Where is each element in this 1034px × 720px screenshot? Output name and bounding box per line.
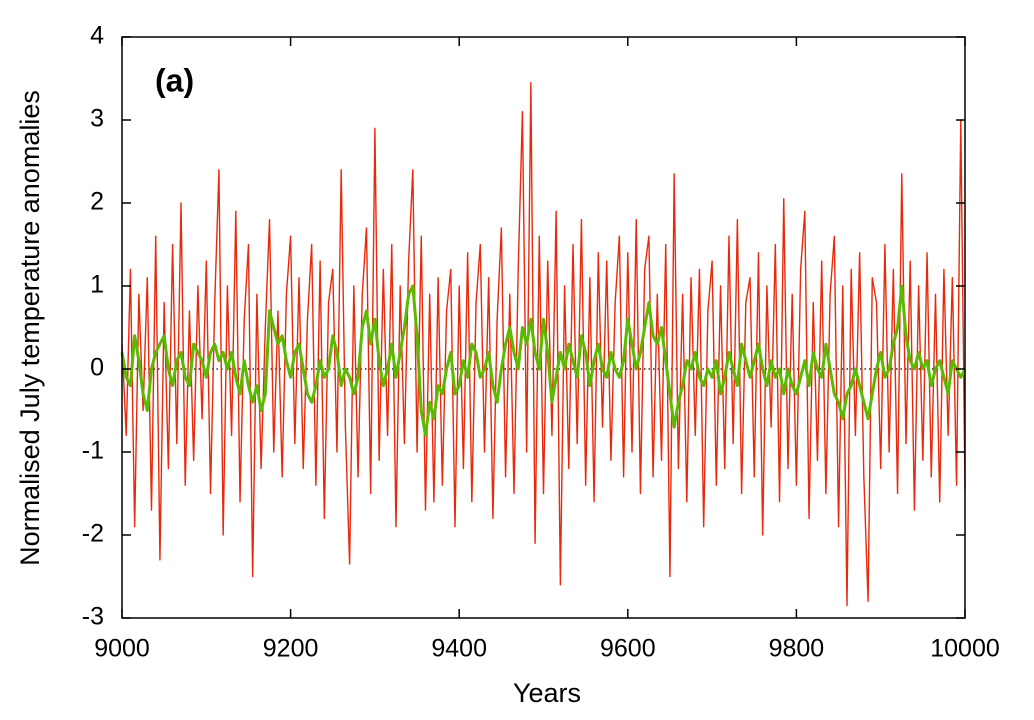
y-tick-label: -2 [82, 520, 104, 548]
y-tick-label: 0 [90, 354, 104, 382]
x-axis-label: Years [513, 678, 581, 708]
y-tick-label: -1 [82, 437, 104, 465]
data-line [120, 284, 967, 437]
x-tick-label: 9200 [263, 635, 319, 663]
x-tick-label: 10000 [930, 635, 1000, 663]
data-line [121, 81, 966, 607]
plot-frame [121, 36, 966, 619]
panel-annotation: (a) [155, 62, 194, 98]
y-axis-label: Normalised July temperature anomalies [15, 90, 45, 566]
y-tick-label: 4 [90, 22, 104, 50]
y-tick-label: 3 [90, 105, 104, 133]
x-tick-label: 9800 [769, 635, 825, 663]
y-tick-label: -3 [82, 603, 104, 631]
y-tick-label: 1 [90, 271, 104, 299]
x-tick-label: 9600 [600, 635, 656, 663]
x-tick-label: 9000 [94, 635, 150, 663]
x-tick-label: 9400 [431, 635, 487, 663]
y-tick-label: 2 [90, 188, 104, 216]
